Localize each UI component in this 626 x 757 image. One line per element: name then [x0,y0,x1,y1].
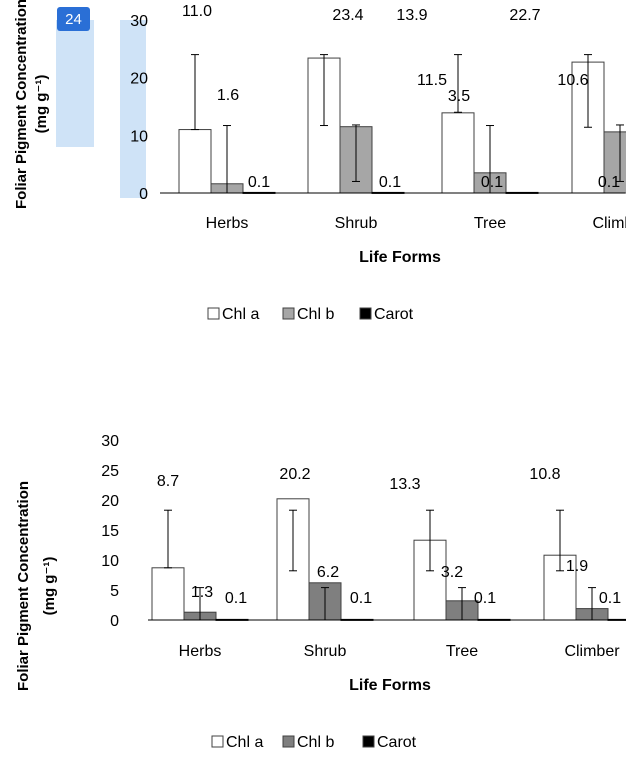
category-label: Climber [564,643,620,660]
value-label: 1.3 [191,584,213,601]
legend-swatch [282,735,295,748]
bottom-category-labels: Herbs Shrub Tree Climber [179,643,621,660]
legend-swatch [359,307,372,320]
legend-swatch [211,735,224,748]
value-label: 1.9 [566,558,588,575]
top-ylabel-line1: Foliar Pigment Concentration [13,0,30,209]
page-number-badge [57,7,90,31]
category-label: Shrub [335,215,378,232]
value-label: 1.6 [217,87,239,104]
value-label: 20.2 [279,466,310,483]
ytick-label: 30 [130,13,148,30]
bottom-chart: Foliar Pigment Concentration (mg g⁻¹) 0 5… [15,433,626,751]
value-label: 8.7 [157,473,179,490]
legend-swatch [207,307,220,320]
value-label: 0.1 [248,174,270,191]
legend-label: Carot [374,306,414,323]
top-ylabel-unit: (mg g⁻¹) [33,75,50,134]
page-number-badge-label: 24 [65,11,82,28]
value-label: 11.0 [182,3,212,20]
value-label: 22.7 [509,7,540,24]
value-label: 0.1 [474,590,496,607]
legend-swatch [282,307,295,320]
legend-label: Chl b [297,306,334,323]
top-ylabel: Foliar Pigment Concentration (mg g⁻¹) [13,0,50,209]
bottom-ylabel: Foliar Pigment Concentration (mg g⁻¹) [15,481,58,691]
bar-chl-a [178,129,212,194]
top-value-labels: 11.0 1.6 0.1 23.4 11.5 0.1 13.9 3.5 0.1 22.7 10.6 0… [182,3,620,191]
bar-chl-a [151,567,185,621]
top-legend: Chl a Chl b Carot [207,306,414,323]
value-label: 0.1 [481,174,503,191]
legend-swatch [362,735,375,748]
category-label: Herbs [179,643,222,660]
value-label: 0.1 [598,174,620,191]
top-xlabel: Life Forms [359,249,441,266]
value-label: 0.1 [599,590,621,607]
value-label: 3.2 [441,564,463,581]
value-label: 10.8 [529,466,560,483]
ytick-label: 20 [130,71,148,88]
value-label: 3.5 [448,88,470,105]
bottom-bars [151,498,626,621]
ytick-label: 30 [101,433,119,450]
value-label: 10.6 [557,72,588,89]
category-label: Climber [592,215,626,232]
value-label: 23.4 [332,7,363,24]
value-label: 0.1 [225,590,247,607]
bottom-legend: Chl a Chl b Carot [211,734,417,751]
category-label: Herbs [206,215,249,232]
ytick-label: 25 [101,463,119,480]
bottom-ytick-labels: 0 5 10 15 20 25 30 [101,433,119,630]
bottom-xlabel: Life Forms [349,677,431,694]
value-label: 13.3 [389,476,420,493]
category-label: Shrub [304,643,347,660]
value-label: 0.1 [379,174,401,191]
legend-label: Carot [377,734,417,751]
top-chart: 24 Foliar Pigment Concentration (mg g⁻¹)… [13,0,626,323]
legend-label: Chl a [226,734,263,751]
ytick-label: 10 [130,128,148,145]
value-label: 13.9 [396,7,427,24]
top-ylabel-highlight [56,20,94,147]
bottom-value-labels: 8.7 1.3 0.1 20.2 6.2 0.1 13.3 3.2 0.1 10.8 1.9 0.1 [157,466,621,607]
value-label: 6.2 [317,564,339,581]
ytick-label: 0 [110,613,119,630]
value-label: 11.5 [417,72,447,89]
category-label: Tree [446,643,478,660]
ytick-label: 5 [110,583,119,600]
bar-chl-a [441,112,475,194]
bottom-ylabel-unit: (mg g⁻¹) [41,557,58,616]
ytick-label: 20 [101,493,119,510]
top-ytick-highlight [120,20,146,198]
bottom-ylabel-line1: Foliar Pigment Concentration [15,481,32,691]
ytick-label: 0 [139,186,148,203]
category-label: Tree [474,215,506,232]
value-label: 0.1 [350,590,372,607]
top-category-labels: Herbs Shrub Tree Climber [206,215,626,232]
legend-label: Chl b [297,734,334,751]
top-ytick-labels: 0 10 20 30 [130,13,148,203]
legend-label: Chl a [222,306,259,323]
ytick-label: 15 [101,523,119,540]
ytick-label: 10 [101,553,119,570]
